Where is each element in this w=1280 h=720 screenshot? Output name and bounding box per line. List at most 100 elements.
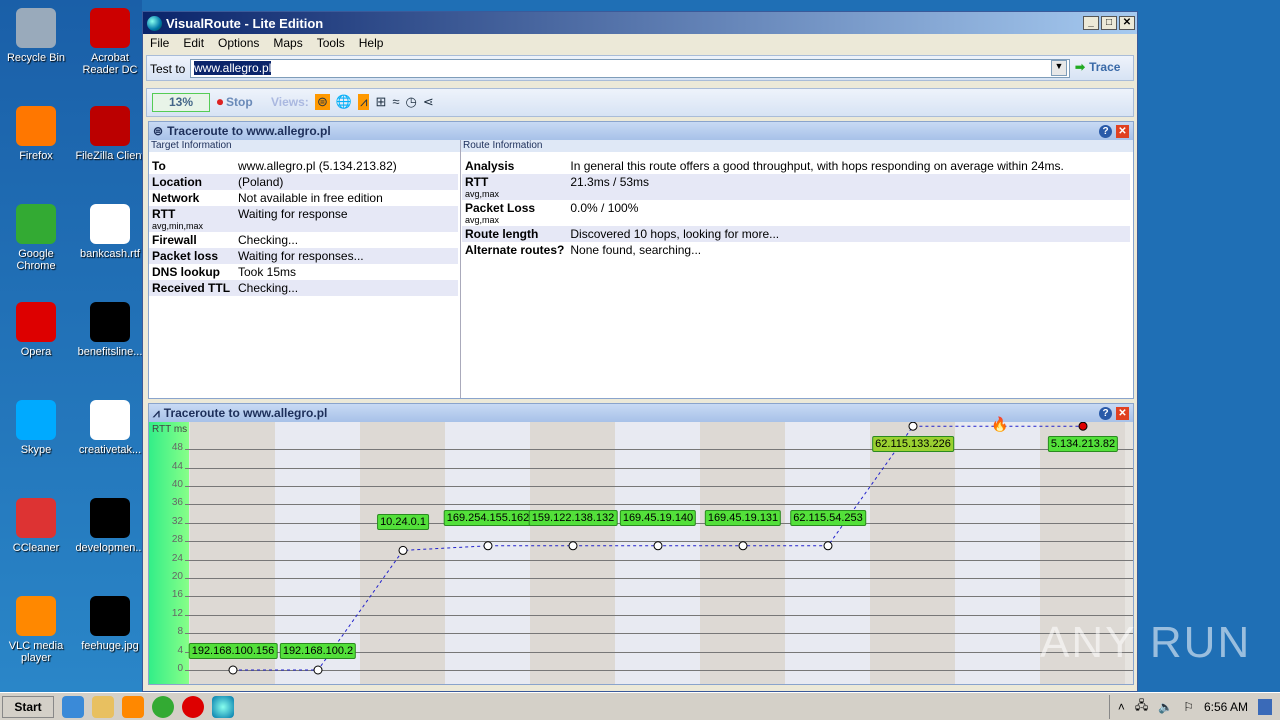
- explorer-icon[interactable]: [92, 695, 114, 718]
- hop-point[interactable]: [568, 541, 578, 551]
- hop-point[interactable]: [653, 541, 663, 551]
- menu-tools[interactable]: Tools: [316, 36, 345, 50]
- hop-point[interactable]: [823, 541, 833, 551]
- info-key: Alternate routes?: [462, 242, 567, 258]
- desktop-icon[interactable]: Google Chrome: [1, 204, 71, 272]
- view-map-globe-icon[interactable]: 🌐: [335, 94, 353, 109]
- gridline: [185, 559, 1133, 561]
- view-network-icon[interactable]: ⋖: [422, 94, 434, 109]
- view-summary-icon[interactable]: ⊜: [315, 94, 330, 110]
- view-graph-icon[interactable]: ⩘: [358, 94, 370, 110]
- help-icon[interactable]: ?: [1099, 406, 1112, 420]
- info-row: Network Not available in free edition: [149, 190, 458, 206]
- info-row: Received TTL Checking...: [149, 280, 458, 296]
- desktop-icon[interactable]: Opera: [1, 302, 71, 358]
- desktop-icon[interactable]: bankcash.rtf: [75, 204, 145, 260]
- hop-point[interactable]: [908, 422, 918, 431]
- y-tick-label: 0: [177, 663, 183, 674]
- stop-button[interactable]: ⏺ Stop: [217, 95, 253, 110]
- progress-text: 13%: [168, 95, 194, 109]
- test-to-input[interactable]: www.allegro.pl: [190, 59, 1070, 78]
- visualroute-task-icon[interactable]: [212, 695, 234, 718]
- hop-label[interactable]: 62.115.54.253: [790, 509, 866, 526]
- hop-label[interactable]: 5.134.213.82: [1047, 436, 1119, 453]
- show-desktop-icon[interactable]: [1258, 698, 1272, 715]
- trace-button[interactable]: ➡ Trace: [1075, 60, 1120, 74]
- help-icon[interactable]: ?: [1099, 124, 1112, 138]
- hop-label[interactable]: 169.45.19.140: [619, 509, 697, 526]
- desktop-icon-label: Recycle Bin: [6, 52, 66, 64]
- system-tray: ˄ 🖧 🔈 ⚐ 6:56 AM: [1108, 694, 1280, 719]
- desktop-icon[interactable]: benefitsline...: [75, 302, 145, 358]
- maximize-button[interactable]: □: [1101, 16, 1117, 30]
- info-key: To: [149, 158, 235, 174]
- y-tick-label: 36: [171, 497, 183, 509]
- hop-label[interactable]: 192.168.100.2: [279, 643, 357, 659]
- key-label: Firewall: [152, 233, 197, 247]
- menu-edit[interactable]: Edit: [183, 36, 205, 50]
- hop-point[interactable]: [398, 545, 408, 555]
- network-icon[interactable]: 🖧: [1134, 698, 1149, 712]
- desktop-icon[interactable]: CCleaner: [1, 498, 71, 554]
- test-to-value: www.allegro.pl: [194, 61, 272, 75]
- hop-label[interactable]: 169.254.155.162: [443, 509, 533, 526]
- desktop-icon[interactable]: Firefox: [1, 106, 71, 162]
- minimize-button[interactable]: _: [1083, 16, 1099, 30]
- hop-point[interactable]: [1078, 422, 1088, 431]
- ie-icon[interactable]: [62, 695, 84, 718]
- info-key: Route length: [462, 226, 568, 242]
- dropdown-chevron-icon[interactable]: ▼: [1051, 60, 1067, 76]
- hop-label[interactable]: 10.24.0.1: [377, 514, 429, 531]
- close-panel-icon[interactable]: ✕: [1116, 124, 1129, 138]
- view-table-icon[interactable]: ⊞: [375, 94, 387, 109]
- chrome-icon[interactable]: [152, 695, 174, 718]
- gridline: [185, 651, 1133, 653]
- media-player-icon[interactable]: [122, 695, 144, 718]
- desktop-icon[interactable]: FileZilla Client: [75, 106, 145, 162]
- y-tick-label: 48: [171, 442, 183, 454]
- info-row: RTT avg,min,max Waiting for response: [149, 206, 458, 232]
- view-clock-icon[interactable]: ◷: [405, 94, 417, 109]
- clock[interactable]: 6:56 AM: [1203, 699, 1248, 714]
- menu-options[interactable]: Options: [218, 36, 260, 50]
- key-sub: avg,max: [465, 215, 500, 225]
- desktop-icon-label: CCleaner: [12, 542, 60, 554]
- info-key: RTT avg,min,max: [149, 206, 235, 232]
- desktop-icon[interactable]: developmen...: [75, 498, 145, 554]
- show-hidden-icon[interactable]: ˄: [1117, 699, 1125, 714]
- hop-point[interactable]: [483, 541, 493, 551]
- desktop-icon[interactable]: Recycle Bin: [1, 8, 71, 64]
- hop-column: [615, 422, 700, 684]
- close-panel-icon[interactable]: ✕: [1116, 406, 1129, 420]
- info-value: Discovered 10 hops, looking for more...: [567, 226, 1130, 242]
- desktop-icon[interactable]: creativetak...: [75, 400, 145, 456]
- hop-point[interactable]: [313, 665, 323, 675]
- hop-point[interactable]: [228, 665, 238, 675]
- desktop-icon[interactable]: Skype: [1, 400, 71, 456]
- desktop-icon[interactable]: VLC media player: [1, 596, 71, 664]
- hop-label[interactable]: 169.45.19.131: [704, 509, 782, 526]
- desktop-icon-image: [90, 596, 130, 636]
- hop-label[interactable]: 159.122.138.132: [528, 509, 618, 526]
- view-wave-icon[interactable]: ≈: [392, 94, 400, 109]
- hop-label[interactable]: 192.168.100.156: [188, 643, 278, 659]
- volume-icon[interactable]: 🔈: [1158, 699, 1174, 714]
- flag-icon[interactable]: ⚐: [1183, 699, 1194, 714]
- desktop-icon[interactable]: feehuge.jpg: [75, 596, 145, 652]
- desktop-icon[interactable]: Acrobat Reader DC: [75, 8, 145, 76]
- menu-maps[interactable]: Maps: [273, 36, 303, 50]
- info-value: 21.3ms / 53ms: [567, 174, 1130, 200]
- close-button[interactable]: ✕: [1119, 16, 1135, 30]
- hop-point[interactable]: [738, 541, 748, 551]
- test-to-label: Test to: [150, 62, 186, 76]
- start-button[interactable]: Start: [2, 695, 54, 718]
- menu-file[interactable]: File: [150, 36, 170, 50]
- info-key: Firewall: [149, 232, 235, 248]
- menu-help[interactable]: Help: [358, 36, 384, 50]
- hop-label[interactable]: 62.115.133.226: [872, 436, 954, 453]
- opera-icon[interactable]: [182, 695, 204, 718]
- stop-icon: ⏺: [217, 95, 224, 109]
- info-value: Waiting for response: [235, 206, 458, 232]
- hop-column: [1040, 422, 1125, 684]
- panel-icon: ⊜: [153, 124, 164, 138]
